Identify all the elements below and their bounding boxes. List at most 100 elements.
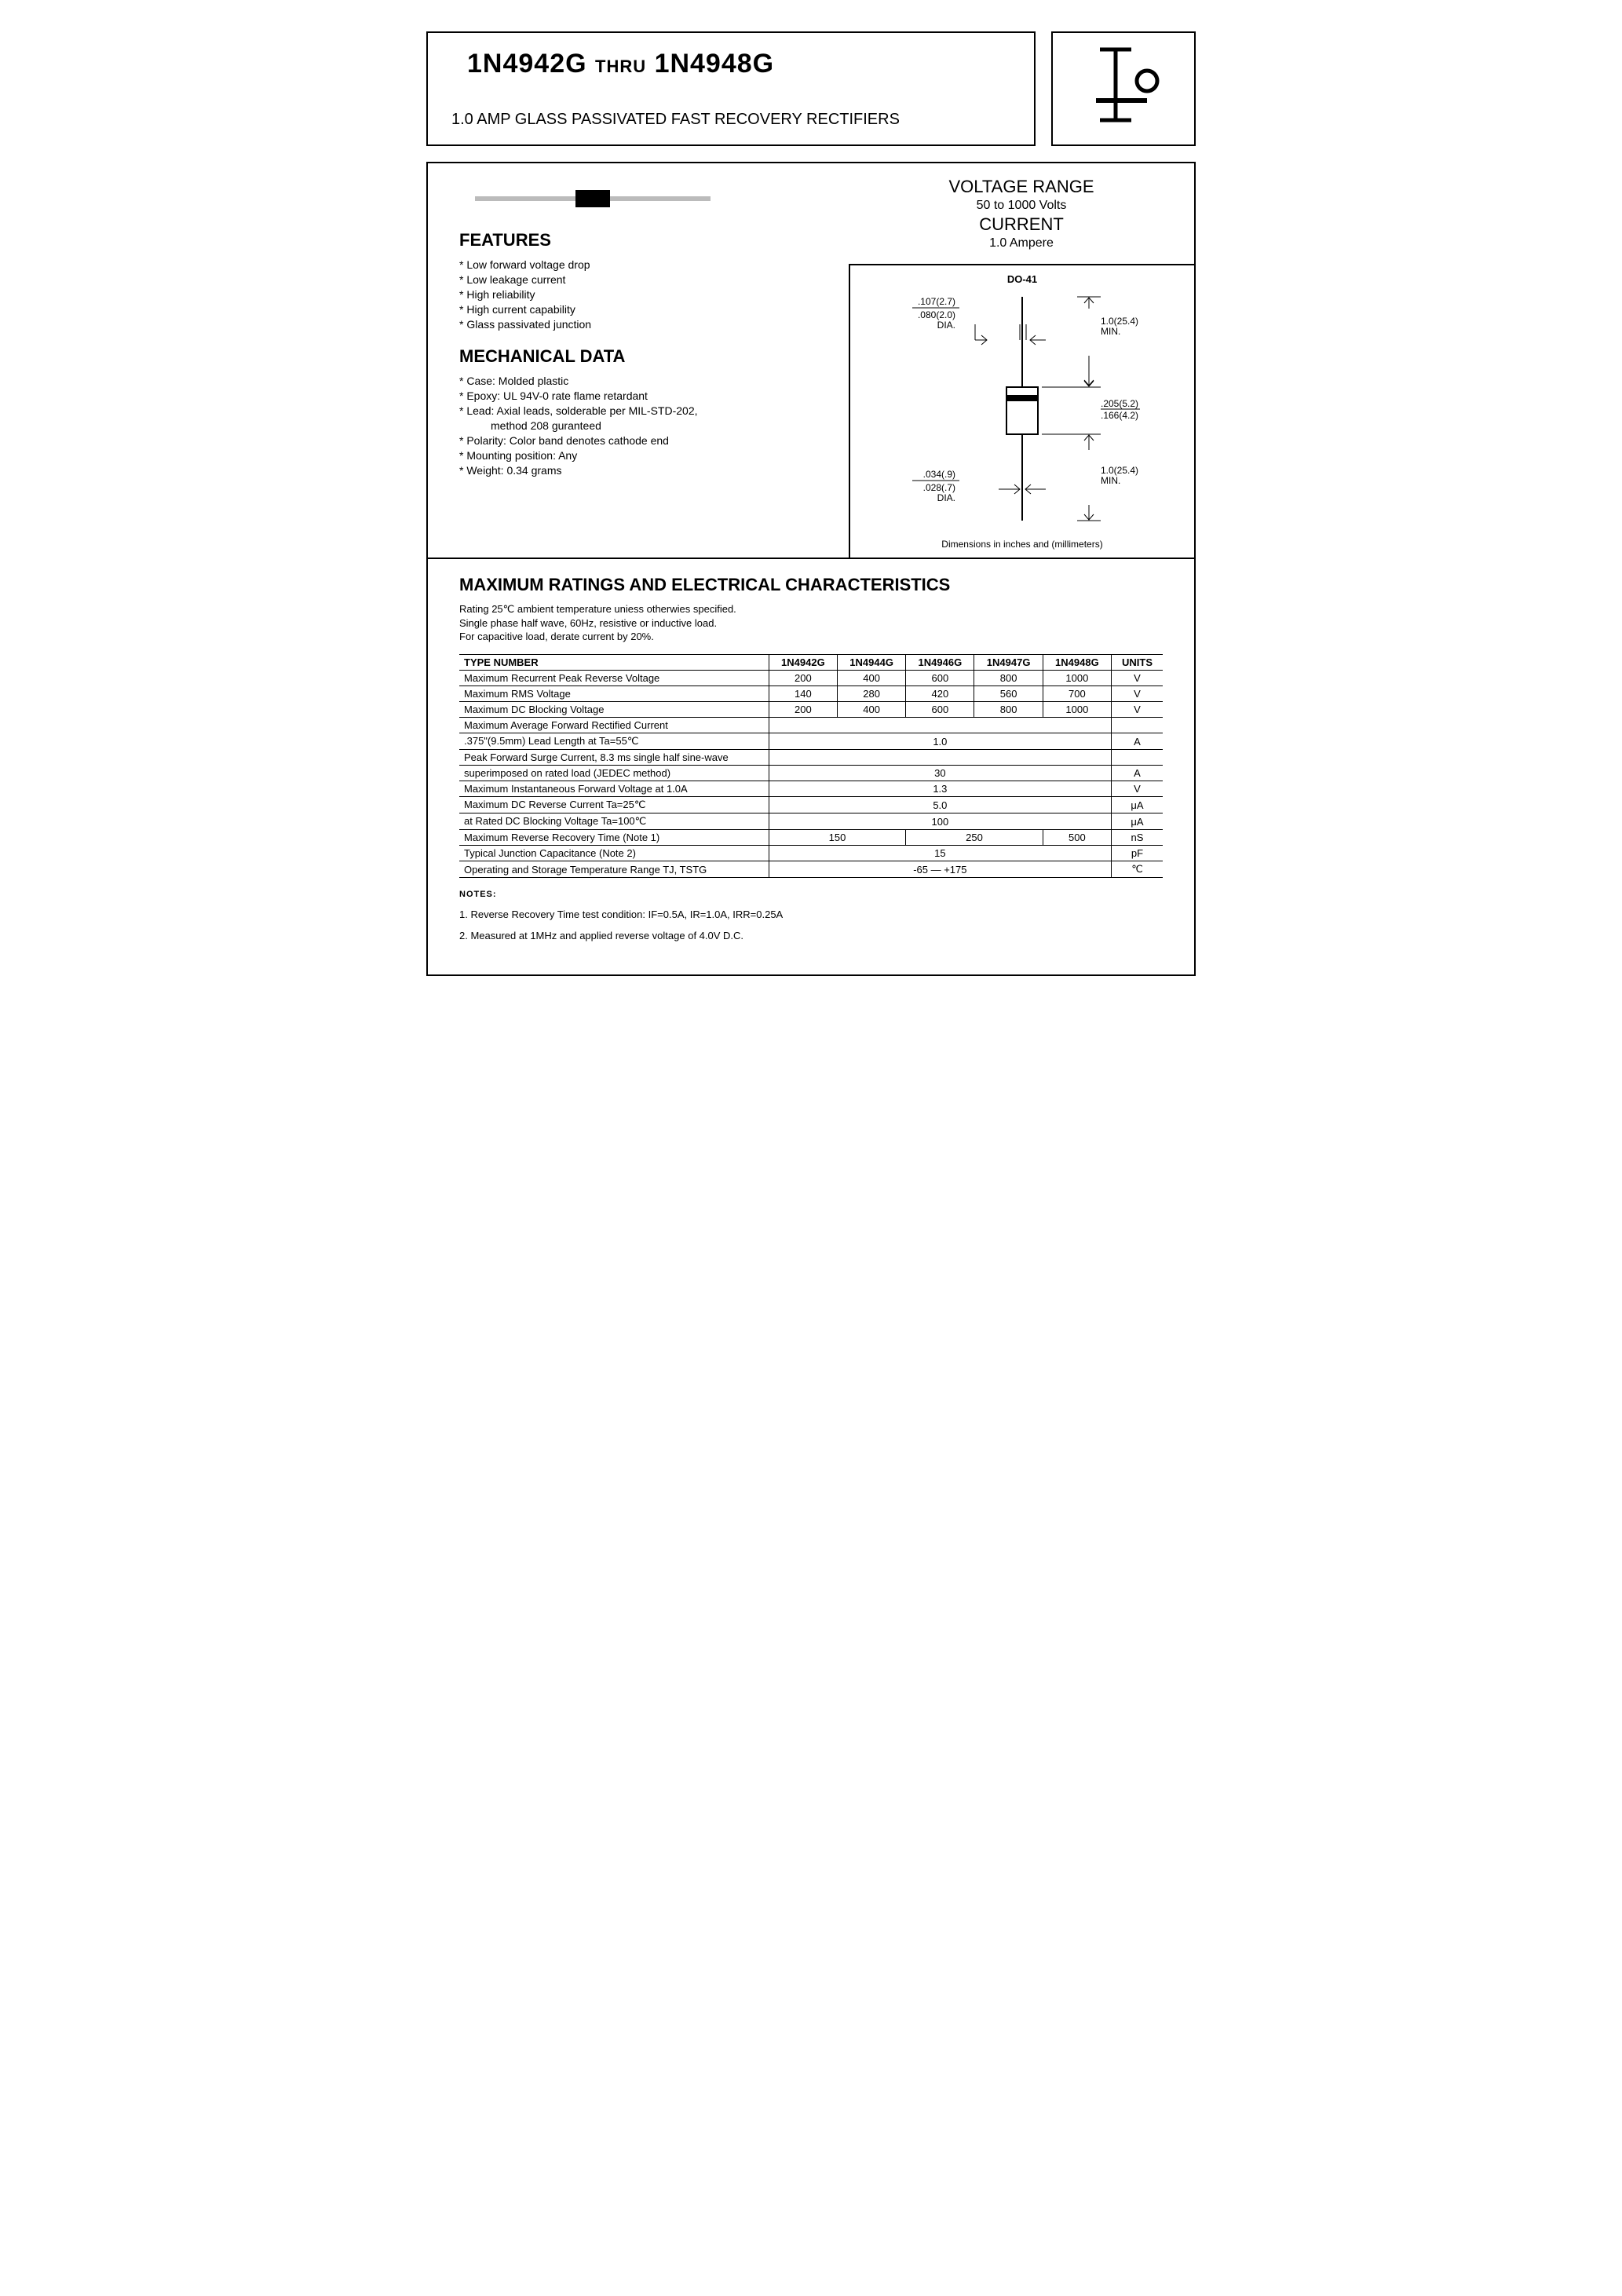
- current-title: CURRENT: [864, 214, 1178, 235]
- table-cell: 700: [1043, 686, 1111, 702]
- svg-text:1.0(25.4): 1.0(25.4): [1101, 465, 1138, 476]
- mechanical-title: MECHANICAL DATA: [459, 346, 833, 367]
- table-cell: pF: [1111, 846, 1163, 861]
- notes-title: NOTES:: [459, 890, 1163, 899]
- table-cell: superimposed on rated load (JEDEC method…: [459, 766, 769, 781]
- table-row: Peak Forward Surge Current, 8.3 ms singl…: [459, 750, 1163, 766]
- list-item: High current capability: [459, 303, 833, 316]
- table-row: Maximum Recurrent Peak Reverse Voltage20…: [459, 671, 1163, 686]
- features-row: FEATURES Low forward voltage dropLow lea…: [428, 162, 1194, 558]
- table-row: Typical Junction Capacitance (Note 2)15p…: [459, 846, 1163, 861]
- table-cell: Typical Junction Capacitance (Note 2): [459, 846, 769, 861]
- table-cell: 1.0: [769, 733, 1111, 750]
- table-cell: 400: [837, 671, 905, 686]
- thru-text: THRU: [595, 57, 646, 76]
- table-row: Maximum Average Forward Rectified Curren…: [459, 718, 1163, 733]
- table-cell: Peak Forward Surge Current, 8.3 ms singl…: [459, 750, 769, 766]
- svg-text:.034(.9): .034(.9): [923, 469, 955, 480]
- table-cell: 150: [769, 830, 906, 846]
- svg-text:DIA.: DIA.: [937, 492, 955, 503]
- table-header-cell: UNITS: [1111, 655, 1163, 671]
- diode-graphic: [475, 187, 833, 214]
- footnote-line: 1. Reverse Recovery Time test condition:…: [459, 909, 1163, 920]
- part-from: 1N4942G: [467, 49, 587, 79]
- table-row: superimposed on rated load (JEDEC method…: [459, 766, 1163, 781]
- package-svg: .107(2.7) .080(2.0) DIA. 1.0(25.4): [865, 285, 1179, 528]
- list-item: Glass passivated junction: [459, 318, 833, 331]
- mechanical-list: Case: Molded plastic Epoxy: UL 94V-0 rate…: [459, 375, 833, 477]
- list-item: Lead: Axial leads, solderable per MIL-ST…: [459, 404, 833, 417]
- table-cell: Maximum Instantaneous Forward Voltage at…: [459, 781, 769, 797]
- list-item: Case: Molded plastic: [459, 375, 833, 387]
- list-item: Polarity: Color band denotes cathode end: [459, 434, 833, 447]
- table-cell: Maximum Reverse Recovery Time (Note 1): [459, 830, 769, 846]
- table-cell: A: [1111, 733, 1163, 750]
- list-item: Low leakage current: [459, 273, 833, 286]
- table-cell: 140: [769, 686, 837, 702]
- table-cell: 400: [837, 702, 905, 718]
- table-cell: [769, 718, 1111, 733]
- ratings-note-line: Single phase half wave, 60Hz, resistive …: [459, 617, 1163, 629]
- table-cell: ℃: [1111, 861, 1163, 878]
- svg-text:.166(4.2): .166(4.2): [1101, 410, 1138, 421]
- table-cell: at Rated DC Blocking Voltage Ta=100℃: [459, 813, 769, 830]
- table-cell: 1000: [1043, 671, 1111, 686]
- main-title: 1N4942G THRU 1N4948G: [467, 49, 1010, 79]
- voltage-range-value: 50 to 1000 Volts: [864, 199, 1178, 213]
- title-box: 1N4942G THRU 1N4948G 1.0 AMP GLASS PASSI…: [426, 31, 1036, 146]
- table-cell: [1111, 750, 1163, 766]
- table-cell: 600: [906, 702, 974, 718]
- list-item: Mounting position: Any: [459, 449, 833, 462]
- table-cell: -65 — +175: [769, 861, 1111, 878]
- current-value: 1.0 Ampere: [864, 236, 1178, 250]
- list-item: Epoxy: UL 94V-0 rate flame retardant: [459, 389, 833, 402]
- table-cell: 200: [769, 671, 837, 686]
- ratings-table: TYPE NUMBER1N4942G1N4944G1N4946G1N4947G1…: [459, 654, 1163, 878]
- table-header-cell: 1N4944G: [837, 655, 905, 671]
- logo-box: [1051, 31, 1196, 146]
- main-content: FEATURES Low forward voltage dropLow lea…: [426, 162, 1196, 976]
- package-drawing: DO-41 .107(2.7) .080(2.0) DIA.: [849, 264, 1194, 558]
- table-cell: 600: [906, 671, 974, 686]
- ratings-note-line: Rating 25℃ ambient temperature uniess ot…: [459, 603, 1163, 616]
- svg-text:.028(.7): .028(.7): [923, 482, 955, 493]
- left-column: FEATURES Low forward voltage dropLow lea…: [428, 163, 849, 558]
- header-row: 1N4942G THRU 1N4948G 1.0 AMP GLASS PASSI…: [426, 31, 1196, 146]
- table-cell: V: [1111, 702, 1163, 718]
- ratings-title: MAXIMUM RATINGS AND ELECTRICAL CHARACTER…: [459, 575, 1163, 595]
- table-cell: .375"(9.5mm) Lead Length at Ta=55℃: [459, 733, 769, 750]
- part-to: 1N4948G: [655, 49, 775, 79]
- table-cell: 800: [974, 702, 1043, 718]
- table-row: Operating and Storage Temperature Range …: [459, 861, 1163, 878]
- table-cell: 15: [769, 846, 1111, 861]
- svg-text:.080(2.0): .080(2.0): [918, 309, 955, 320]
- list-item: High reliability: [459, 288, 833, 301]
- footnotes: NOTES: 1. Reverse Recovery Time test con…: [459, 890, 1163, 941]
- table-cell: Maximum Average Forward Rectified Curren…: [459, 718, 769, 733]
- table-cell: [1111, 718, 1163, 733]
- table-cell: nS: [1111, 830, 1163, 846]
- package-name: DO-41: [858, 273, 1186, 285]
- ratings-section: MAXIMUM RATINGS AND ELECTRICAL CHARACTER…: [428, 558, 1194, 974]
- dimension-caption: Dimensions in inches and (millimeters): [858, 539, 1186, 550]
- ratings-note-line: For capacitive load, derate current by 2…: [459, 631, 1163, 642]
- table-cell: 100: [769, 813, 1111, 830]
- table-row: Maximum DC Blocking Voltage2004006008001…: [459, 702, 1163, 718]
- table-cell: Maximum Recurrent Peak Reverse Voltage: [459, 671, 769, 686]
- datasheet-page: 1N4942G THRU 1N4948G 1.0 AMP GLASS PASSI…: [426, 31, 1196, 976]
- voltage-range-box: VOLTAGE RANGE 50 to 1000 Volts CURRENT 1…: [849, 163, 1194, 264]
- right-column: VOLTAGE RANGE 50 to 1000 Volts CURRENT 1…: [849, 163, 1194, 558]
- table-cell: μA: [1111, 797, 1163, 813]
- table-cell: 280: [837, 686, 905, 702]
- logo-icon: [1084, 42, 1163, 136]
- table-cell: 30: [769, 766, 1111, 781]
- table-header-cell: 1N4942G: [769, 655, 837, 671]
- table-cell: V: [1111, 686, 1163, 702]
- table-cell: Maximum DC Blocking Voltage: [459, 702, 769, 718]
- table-cell: 1000: [1043, 702, 1111, 718]
- table-cell: 500: [1043, 830, 1111, 846]
- svg-text:MIN.: MIN.: [1101, 326, 1120, 337]
- table-cell: 5.0: [769, 797, 1111, 813]
- footnote-line: 2. Measured at 1MHz and applied reverse …: [459, 930, 1163, 941]
- svg-text:DIA.: DIA.: [937, 320, 955, 331]
